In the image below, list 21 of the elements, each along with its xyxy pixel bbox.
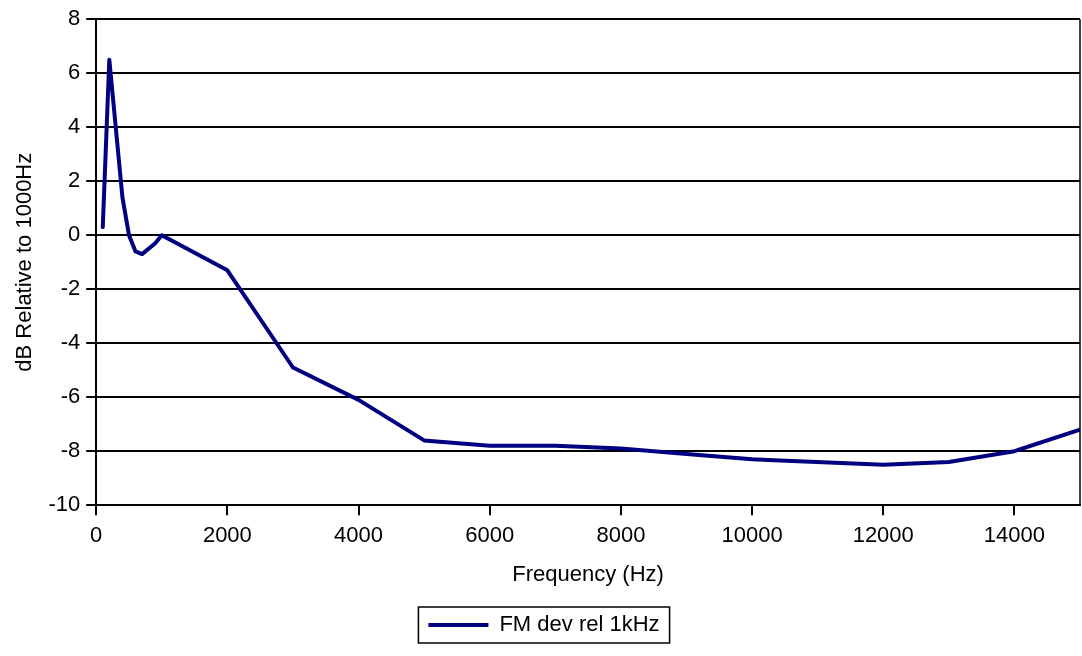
x-tick-label: 6000 — [465, 522, 515, 548]
x-tick-label: 0 — [90, 522, 103, 548]
y-tick-label: 0 — [67, 221, 81, 247]
x-tick-label: 14000 — [983, 522, 1046, 548]
y-tick-label: -8 — [60, 437, 81, 463]
x-axis-title: Frequency (Hz) — [512, 560, 664, 586]
x-tick-label: 4000 — [334, 522, 384, 548]
x-tick-label: 12000 — [852, 522, 914, 548]
y-tick-label: 2 — [67, 167, 81, 193]
y-tick-label: -2 — [60, 275, 81, 301]
x-tick-label: 8000 — [596, 522, 646, 548]
y-tick-label: 6 — [67, 59, 81, 85]
y-tick-label: -4 — [60, 329, 81, 355]
y-tick-label: -6 — [60, 383, 81, 409]
x-tick-label: 2000 — [202, 522, 252, 548]
legend-label: FM dev rel 1kHz — [499, 611, 660, 637]
y-tick-label: 8 — [67, 5, 81, 31]
y-axis-title: dB Relative to 1000Hz — [11, 152, 37, 372]
x-tick-label: 10000 — [721, 522, 783, 548]
y-tick-label: 4 — [67, 113, 81, 139]
y-tick-label: -10 — [48, 491, 81, 517]
